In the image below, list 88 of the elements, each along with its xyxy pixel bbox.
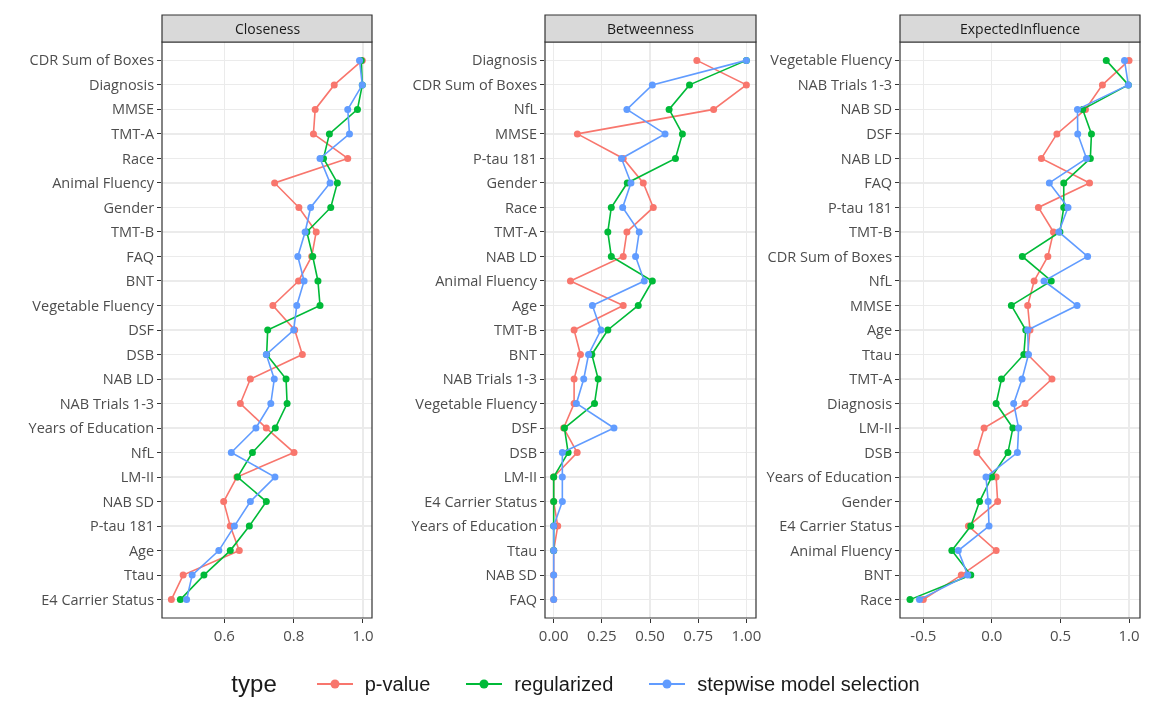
x-tick-label: 0.6 (213, 625, 235, 645)
y-tick-label: LM-II (858, 418, 893, 438)
y-tick-label: TMT-A (849, 369, 893, 389)
x-tick-label: 0.00 (538, 625, 569, 645)
y-tick-label: TMT-B (494, 320, 538, 340)
y-tick-label: Gender (841, 491, 893, 511)
y-tick-label: NfL (868, 271, 893, 291)
y-tick-label: Years of Education (28, 418, 155, 438)
y-tick-label: Gender (103, 197, 155, 217)
legend-label: stepwise model selection (697, 672, 920, 696)
y-tick-label: BNT (125, 271, 155, 291)
y-tick-label: TMT-B (849, 222, 893, 242)
y-tick-label: CDR Sum of Boxes (412, 74, 538, 94)
y-tick-label: TMT-A (494, 222, 538, 242)
y-tick-label: Ttau (861, 344, 893, 364)
y-tick-label: Diagnosis (471, 50, 538, 70)
y-tick-label: BNT (863, 565, 893, 585)
legend-label: p-value (364, 672, 431, 696)
y-tick-label: TMT-A (111, 123, 155, 143)
legend-title: type (231, 670, 277, 698)
y-tick-label: DSB (509, 442, 538, 462)
y-tick-label: Diagnosis (88, 74, 155, 94)
y-tick-label: Ttau (506, 540, 538, 560)
y-tick-label: MMSE (112, 99, 155, 119)
y-tick-label: P-tau 181 (472, 148, 538, 168)
y-tick-label: NAB LD (485, 246, 538, 266)
y-tick-label: NAB Trials 1-3 (59, 393, 155, 413)
y-tick-label: CDR Sum of Boxes (29, 50, 155, 70)
y-tick-label: CDR Sum of Boxes (767, 246, 893, 266)
y-tick-label: Animal Fluency (435, 271, 538, 291)
y-tick-label: Vegetable Fluency (32, 295, 155, 315)
y-tick-label: Vegetable Fluency (415, 393, 538, 413)
x-tick-label: 1.0 (1118, 625, 1140, 645)
y-tick-label: E4 Carrier Status (779, 516, 893, 536)
y-tick-label: DSB (864, 442, 893, 462)
y-tick-label: Age (128, 540, 155, 560)
x-tick-label: 1.00 (731, 625, 762, 645)
y-tick-label: P-tau 181 (827, 197, 893, 217)
x-tick-label: 0.8 (283, 625, 305, 645)
y-tick-label: BNT (508, 344, 538, 364)
x-tick-label: 0.50 (635, 625, 665, 645)
x-tick-label: 0.5 (1049, 625, 1072, 645)
y-tick-label: NAB SD (102, 491, 155, 511)
y-tick-label: Age (511, 295, 538, 315)
y-tick-label: E4 Carrier Status (424, 491, 538, 511)
y-tick-label: Animal Fluency (790, 540, 893, 560)
y-tick-label: DSF (511, 418, 538, 438)
y-tick-label: NAB Trials 1-3 (442, 369, 538, 389)
y-tick-label: NfL (513, 99, 538, 119)
x-tick-label: 1.0 (352, 625, 374, 645)
y-tick-label: TMT-B (111, 222, 155, 242)
x-tick-label: 0.0 (981, 625, 1003, 645)
y-tick-label: E4 Carrier Status (41, 589, 155, 609)
chart-title: Closeness (235, 19, 301, 38)
y-tick-label: P-tau 181 (89, 516, 155, 536)
y-tick-label: Gender (486, 173, 538, 193)
y-tick-label: Race (859, 589, 893, 609)
y-tick-label: NAB Trials 1-3 (797, 74, 893, 94)
y-tick-label: NfL (130, 442, 155, 462)
y-tick-label: Age (866, 320, 893, 340)
y-tick-label: FAQ (864, 173, 893, 193)
y-tick-label: Diagnosis (826, 393, 893, 413)
y-tick-label: FAQ (126, 246, 155, 266)
y-tick-label: Vegetable Fluency (770, 50, 893, 70)
y-tick-label: MMSE (495, 123, 538, 143)
y-tick-label: NAB SD (485, 565, 538, 585)
y-tick-label: MMSE (850, 295, 893, 315)
y-tick-label: FAQ (509, 589, 538, 609)
y-tick-label: Animal Fluency (52, 173, 155, 193)
y-tick-label: Race (121, 148, 155, 168)
chart-title: ExpectedInfluence (960, 19, 1081, 38)
x-tick-label: -0.5 (910, 625, 937, 645)
y-tick-label: Ttau (123, 565, 155, 585)
legend-label: regularized (514, 672, 614, 696)
y-tick-label: LM-II (503, 467, 538, 487)
y-tick-label: NAB LD (840, 148, 893, 168)
y-tick-label: DSB (126, 344, 155, 364)
y-tick-label: LM-II (120, 467, 155, 487)
y-tick-label: Years of Education (411, 516, 538, 536)
x-tick-label: 0.75 (683, 625, 714, 645)
y-tick-label: DSF (866, 123, 893, 143)
x-tick-label: 0.25 (587, 625, 617, 645)
chart-title: Betweenness (607, 19, 695, 38)
y-tick-label: Years of Education (766, 467, 893, 487)
y-tick-label: Race (504, 197, 538, 217)
y-tick-label: NAB SD (840, 99, 893, 119)
y-tick-label: NAB LD (102, 369, 155, 389)
y-tick-label: DSF (128, 320, 155, 340)
